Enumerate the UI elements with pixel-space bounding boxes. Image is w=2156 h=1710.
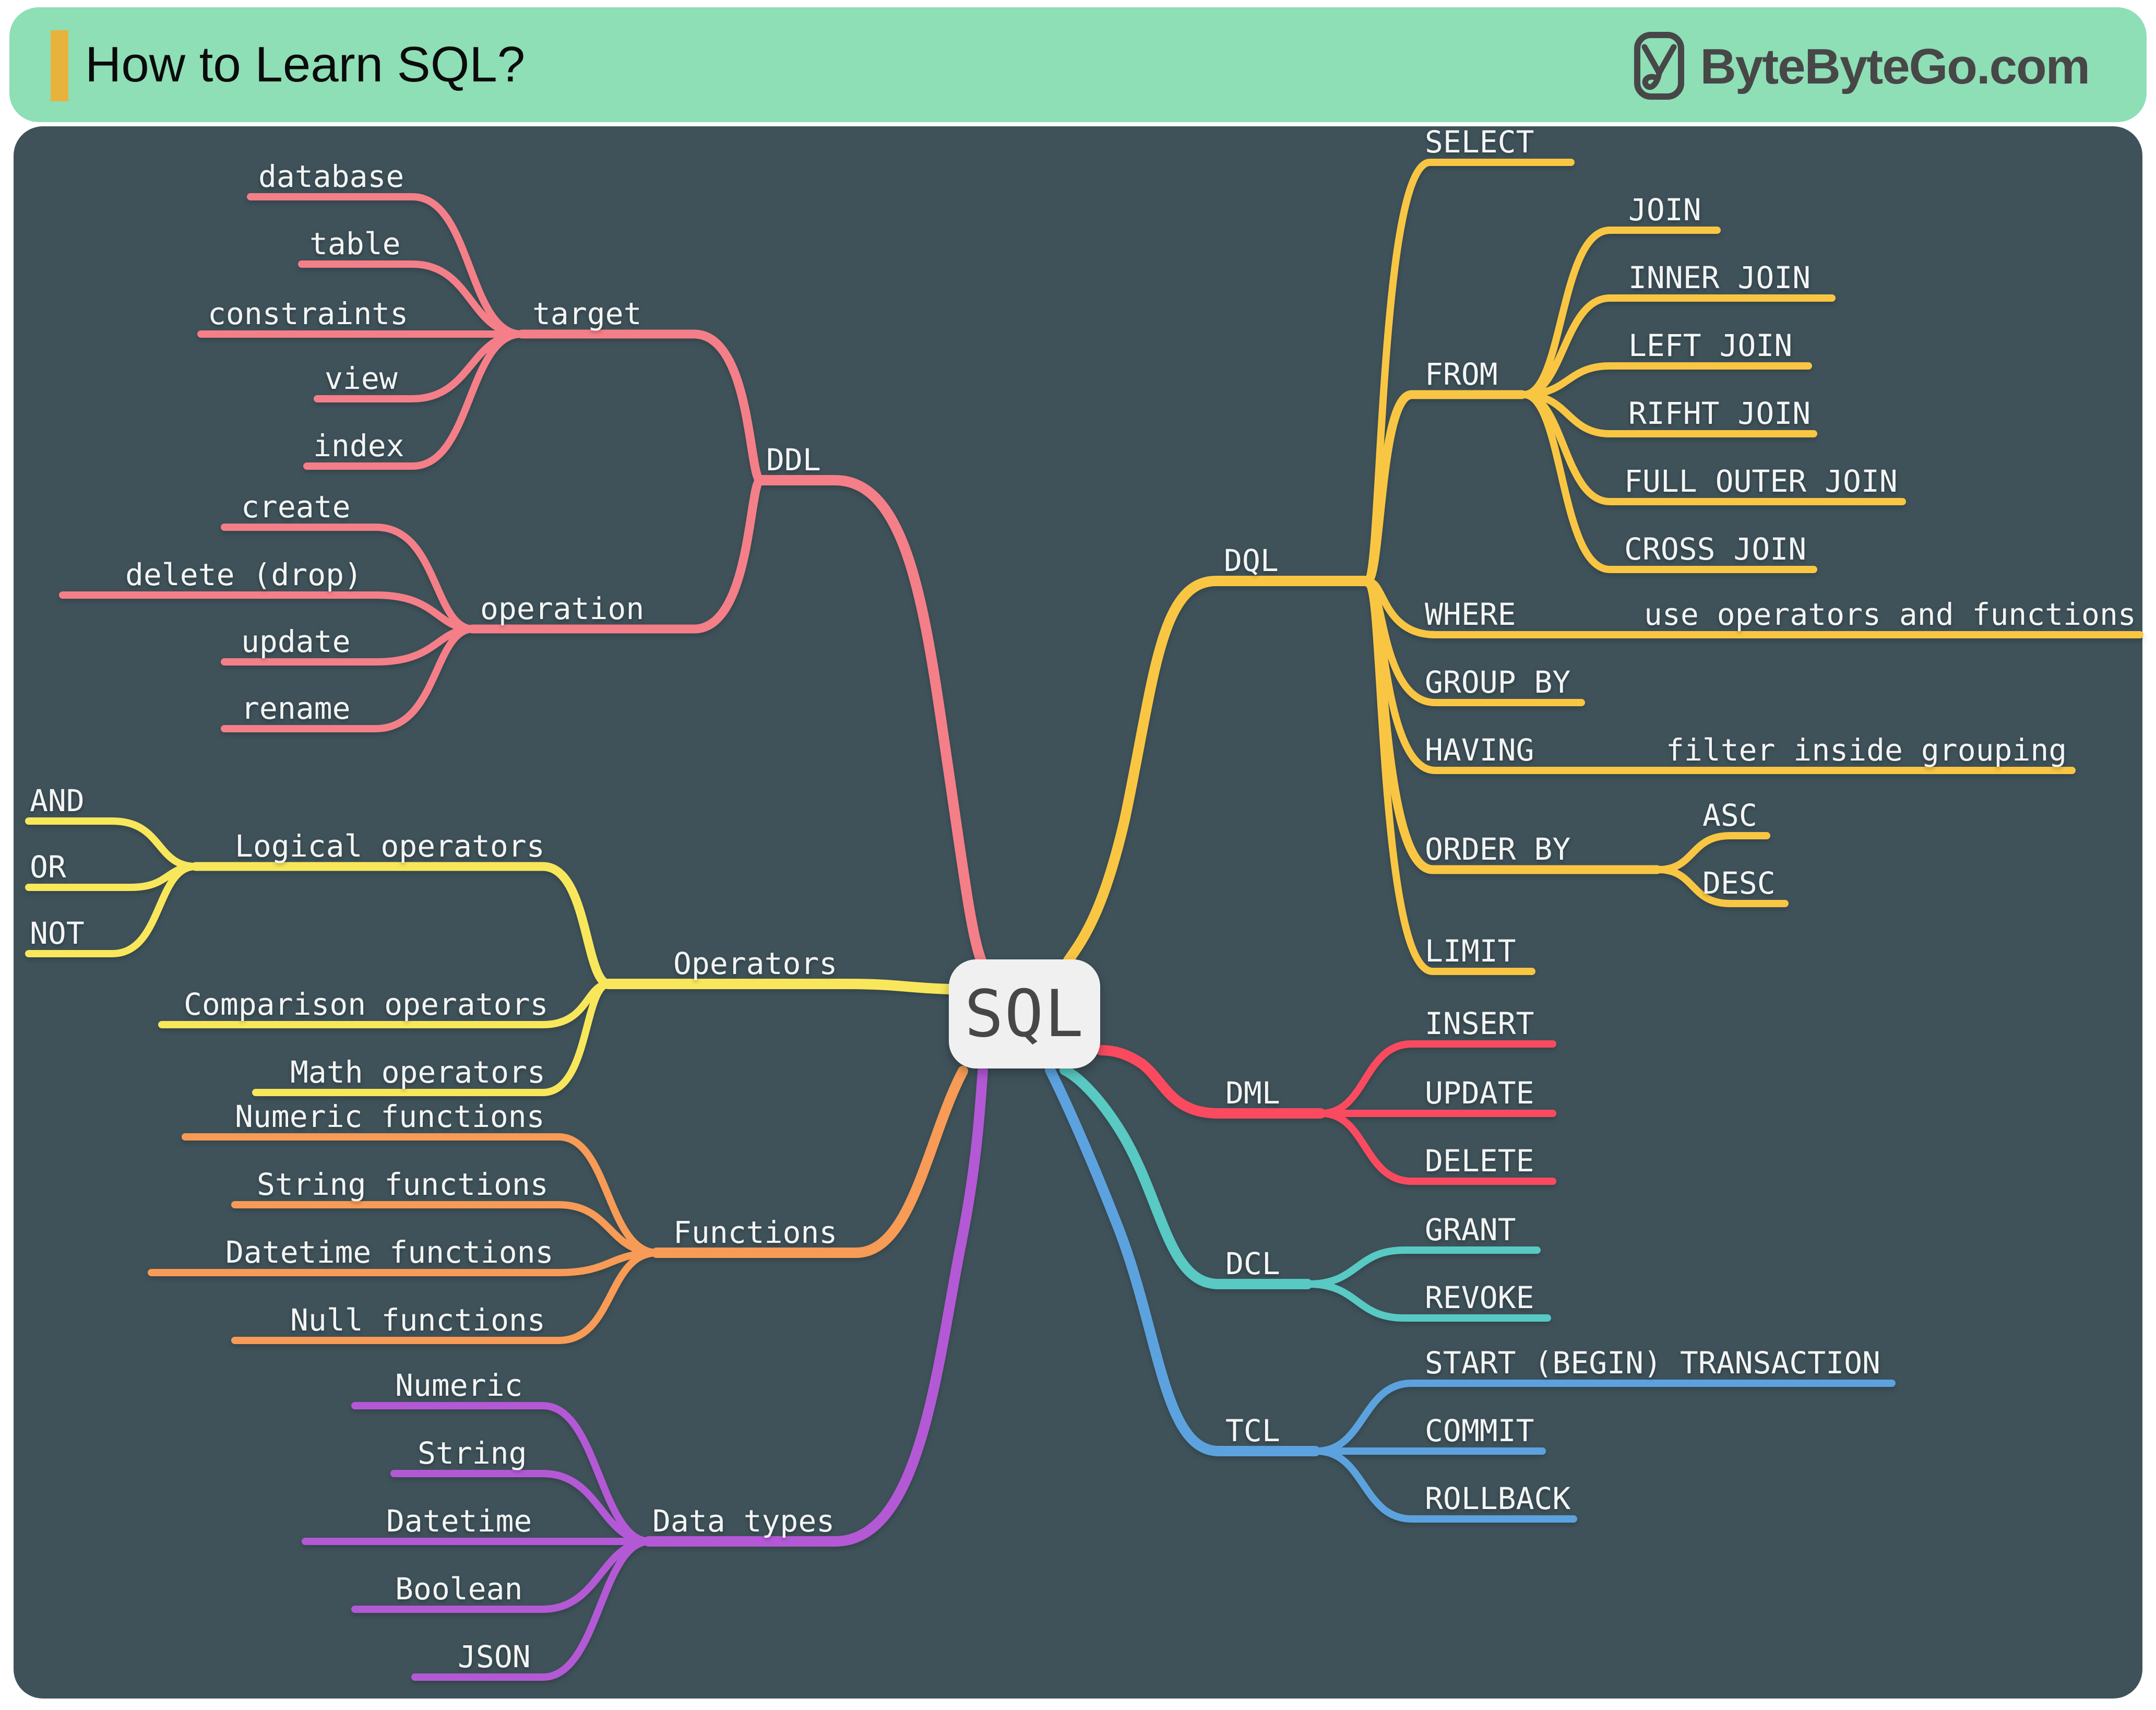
node-null-functions: Null functions	[290, 1302, 545, 1338]
node-group-by: GROUP BY	[1425, 664, 1571, 700]
node-create: create	[241, 489, 351, 525]
mindmap-canvas	[14, 126, 2142, 1699]
node-math-operators: Math operators	[290, 1054, 545, 1090]
branch-lines-dml	[1096, 1040, 1556, 1185]
node-update-dml: UPDATE	[1425, 1075, 1534, 1111]
branch-lines-datatypes	[302, 1066, 988, 1681]
node-index: index	[313, 428, 404, 464]
node-operators: Operators	[673, 946, 838, 981]
node-table: table	[309, 226, 401, 262]
node-delete-dml: DELETE	[1425, 1143, 1534, 1179]
node-json-type: JSON	[458, 1639, 531, 1675]
node-cross-join: CROSS JOIN	[1624, 531, 1807, 567]
node-data-types: Data types	[652, 1503, 835, 1539]
note-having: filter inside grouping	[1666, 732, 2067, 768]
node-numeric-type: Numeric	[395, 1368, 523, 1403]
branch-lines-tcl	[1045, 1065, 1896, 1523]
node-desc: DESC	[1702, 865, 1776, 901]
node-join: JOIN	[1628, 192, 1701, 228]
node-grant: GRANT	[1425, 1212, 1516, 1248]
node-string-type: String	[418, 1435, 527, 1471]
node-from: FROM	[1425, 357, 1498, 392]
node-rollback: ROLLBACK	[1425, 1481, 1571, 1516]
node-target: target	[532, 296, 642, 331]
branch-lines-ddl	[59, 193, 986, 966]
node-and: AND	[30, 783, 85, 818]
page-title: How to Learn SQL?	[85, 37, 526, 92]
node-numeric-functions: Numeric functions	[235, 1099, 545, 1134]
node-comparison-operators: Comparison operators	[184, 987, 549, 1022]
node-or: OR	[30, 849, 66, 885]
node-datetime-type: Datetime	[386, 1503, 532, 1539]
node-not: NOT	[30, 916, 85, 951]
node-dcl: DCL	[1225, 1246, 1280, 1281]
node-operation: operation	[480, 591, 645, 626]
node-order-by: ORDER BY	[1425, 832, 1571, 867]
node-boolean-type: Boolean	[395, 1571, 523, 1607]
node-dql: DQL	[1224, 543, 1279, 578]
node-database: database	[258, 159, 404, 194]
node-select: SELECT	[1425, 124, 1534, 160]
node-ddl: DDL	[766, 442, 821, 478]
root-node-label: SQL	[964, 976, 1085, 1052]
node-datetime-functions: Datetime functions	[225, 1234, 554, 1270]
node-having: HAVING	[1425, 732, 1534, 768]
branch-lines-dcl	[1059, 1065, 1551, 1322]
node-rename: rename	[241, 691, 351, 726]
node-inner-join: INNER JOIN	[1628, 260, 1811, 295]
branch-lines-operators	[25, 817, 954, 1096]
root-node-sql: SQL	[949, 959, 1100, 1068]
node-string-functions: String functions	[257, 1167, 549, 1202]
branch-lines-functions	[148, 1066, 968, 1344]
node-functions: Functions	[673, 1215, 838, 1250]
note-where: use operators and functions	[1644, 597, 2136, 632]
brand-name: ByteByteGo.com	[1700, 39, 2090, 94]
brand-lockup: ByteByteGo.com	[1633, 31, 2090, 102]
node-start-transaction: START (BEGIN) TRANSACTION	[1425, 1345, 1880, 1381]
node-rifht-join: RIFHT JOIN	[1628, 396, 1811, 431]
header-bar: How to Learn SQL? ByteByteGo.com	[9, 7, 2147, 122]
node-where: WHERE	[1425, 597, 1516, 632]
node-tcl: TCL	[1225, 1413, 1280, 1448]
branch-lines-dql	[1063, 159, 2143, 975]
bytebytego-logo-icon	[1633, 31, 1685, 102]
node-full-outer-join: FULL OUTER JOIN	[1624, 464, 1898, 499]
node-constraints: constraints	[208, 296, 409, 331]
title-accent-bar	[51, 30, 68, 101]
node-limit: LIMIT	[1425, 933, 1516, 969]
node-update: update	[241, 624, 351, 659]
node-logical-operators: Logical operators	[235, 828, 545, 864]
node-dml: DML	[1225, 1075, 1280, 1111]
node-view: view	[325, 361, 398, 396]
node-insert: INSERT	[1425, 1006, 1534, 1041]
node-left-join: LEFT JOIN	[1628, 328, 1793, 363]
node-commit: COMMIT	[1425, 1413, 1534, 1448]
node-delete-drop: delete (drop)	[125, 557, 362, 592]
node-revoke: REVOKE	[1425, 1280, 1534, 1315]
node-asc: ASC	[1702, 798, 1757, 833]
